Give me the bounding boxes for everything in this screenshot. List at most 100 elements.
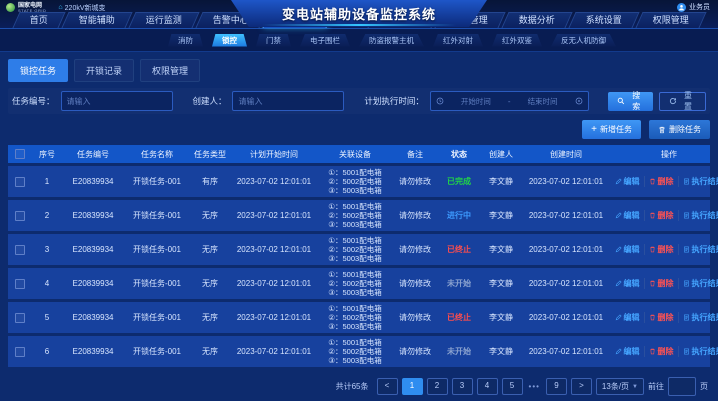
- page-button[interactable]: 2: [426, 378, 448, 395]
- cell-creator: 李文静: [489, 279, 513, 288]
- edit-link[interactable]: 编辑: [611, 312, 644, 323]
- trash-icon: [649, 246, 655, 253]
- station-icon: ⌂: [58, 4, 63, 11]
- task-no-input[interactable]: [60, 91, 173, 111]
- subtab[interactable]: 锁控: [212, 33, 247, 47]
- subtab[interactable]: 电子围栏: [300, 33, 350, 47]
- add-task-button[interactable]: + 新增任务: [582, 120, 641, 139]
- exec-result-link[interactable]: 执行结果: [677, 278, 718, 289]
- search-icon: [618, 97, 625, 105]
- col-start: 计划开始时间: [250, 149, 298, 159]
- cell-seq: 1: [44, 177, 50, 186]
- nav-tab[interactable]: 首页: [12, 12, 66, 28]
- exec-result-link[interactable]: 执行结果: [677, 244, 718, 255]
- edit-link[interactable]: 编辑: [611, 346, 644, 357]
- delete-link[interactable]: 删除: [643, 312, 678, 323]
- cell-type: 无序: [202, 279, 218, 288]
- subtab[interactable]: 消防: [168, 33, 203, 47]
- row-actions: 编辑 删除 执行结果: [610, 346, 718, 357]
- device-item: ③：5003配电箱: [328, 356, 382, 365]
- section-tab[interactable]: 开锁记录: [74, 59, 135, 82]
- reset-button[interactable]: 重置: [659, 91, 706, 111]
- row-checkbox[interactable]: [15, 210, 25, 221]
- edit-icon: [615, 178, 622, 185]
- subtab[interactable]: 红外双鉴: [492, 33, 542, 47]
- section-tab[interactable]: 锁控任务: [8, 59, 69, 82]
- brand-subtitle: STATE GRID: [18, 7, 47, 13]
- page-button[interactable]: 3: [451, 378, 473, 395]
- page-button[interactable]: 4: [476, 378, 498, 395]
- goto-page-input[interactable]: [668, 377, 696, 396]
- edit-link[interactable]: 编辑: [611, 244, 644, 255]
- table-row: 4 E20839934 开锁任务-001 无序 2023-07-02 12:01…: [8, 268, 718, 299]
- nav-tab[interactable]: 运行监测: [128, 12, 200, 28]
- cell-creator: 李文静: [489, 347, 513, 356]
- delete-link[interactable]: 删除: [643, 278, 678, 289]
- user-avatar-icon: [677, 2, 686, 12]
- subtab[interactable]: 防盗报警主机: [359, 33, 424, 47]
- creator-input[interactable]: [232, 91, 345, 111]
- status-badge: 已完成: [447, 177, 471, 186]
- prev-page-button[interactable]: <: [376, 378, 398, 395]
- delete-link[interactable]: 删除: [643, 176, 678, 187]
- end-time-placeholder: 结束时间: [527, 96, 558, 106]
- edit-link[interactable]: 编辑: [611, 176, 644, 187]
- subtab[interactable]: 门禁: [256, 33, 291, 47]
- cell-seq: 4: [44, 279, 50, 288]
- cell-type: 无序: [202, 211, 218, 220]
- exec-result-link[interactable]: 执行结果: [677, 210, 718, 221]
- cell-creator: 李文静: [489, 245, 513, 254]
- subtab[interactable]: 红外对射: [433, 33, 483, 47]
- table-row: 1 E20839934 开锁任务-001 有序 2023-07-02 12:01…: [8, 166, 718, 197]
- col-creator: 创建人: [489, 149, 513, 159]
- station-selector[interactable]: ⌂ 220kV新城变: [58, 3, 105, 13]
- device-item: ②：5002配电箱: [328, 313, 382, 322]
- user-menu[interactable]: 业务员: [677, 2, 710, 12]
- edit-link[interactable]: 编辑: [611, 210, 644, 221]
- time-range-picker[interactable]: 开始时间 - 结束时间: [429, 91, 589, 111]
- row-checkbox[interactable]: [15, 312, 25, 323]
- col-created: 创建时间: [550, 149, 582, 159]
- cell-note: 请勿修改: [399, 245, 431, 254]
- device-item: ②：5002配电箱: [328, 279, 382, 288]
- last-page-button[interactable]: 9: [545, 378, 567, 395]
- station-name: 220kV新城变: [64, 4, 106, 12]
- search-button[interactable]: 搜索: [608, 91, 654, 111]
- delete-link[interactable]: 删除: [643, 210, 678, 221]
- cell-created: 2023-07-02 12:01:01: [528, 177, 604, 186]
- nav-tab[interactable]: 系统设置: [568, 12, 640, 28]
- device-item: ③：5003配电箱: [328, 288, 382, 297]
- col-status: 状态: [451, 149, 467, 159]
- row-checkbox[interactable]: [15, 346, 25, 357]
- cell-note: 请勿修改: [399, 211, 431, 220]
- document-icon: [683, 246, 689, 253]
- next-page-button[interactable]: >: [570, 378, 592, 395]
- exec-result-link[interactable]: 执行结果: [677, 312, 718, 323]
- nav-tab[interactable]: 权限管理: [635, 12, 707, 28]
- page-size-select[interactable]: 13条/页 ▼: [595, 378, 644, 395]
- cell-type: 无序: [202, 313, 218, 322]
- row-checkbox[interactable]: [15, 278, 25, 289]
- delete-link[interactable]: 删除: [643, 346, 678, 357]
- page-button[interactable]: 1: [401, 378, 423, 395]
- delete-link[interactable]: 删除: [643, 244, 678, 255]
- cell-task-no: E20839934: [72, 347, 114, 356]
- exec-result-link[interactable]: 执行结果: [677, 176, 718, 187]
- chevron-down-icon: ▼: [632, 383, 638, 390]
- subtab[interactable]: 反无人机防御: [551, 33, 616, 47]
- exec-result-link[interactable]: 执行结果: [677, 346, 718, 357]
- nav-tab[interactable]: 智能辅助: [61, 12, 133, 28]
- cell-name: 开锁任务-001: [132, 313, 181, 322]
- cell-task-no: E20839934: [72, 211, 114, 220]
- page-button[interactable]: 5: [501, 378, 523, 395]
- delete-task-button[interactable]: 删除任务: [649, 120, 710, 139]
- table-row: 5 E20839934 开锁任务-001 无序 2023-07-02 12:01…: [8, 302, 718, 333]
- select-all-checkbox[interactable]: [15, 149, 25, 159]
- row-checkbox[interactable]: [15, 244, 25, 255]
- edit-link[interactable]: 编辑: [611, 278, 644, 289]
- row-checkbox[interactable]: [15, 176, 25, 187]
- state-grid-logo-icon: [6, 3, 15, 12]
- section-tab[interactable]: 权限管理: [140, 59, 201, 82]
- nav-tab[interactable]: 数据分析: [501, 12, 573, 28]
